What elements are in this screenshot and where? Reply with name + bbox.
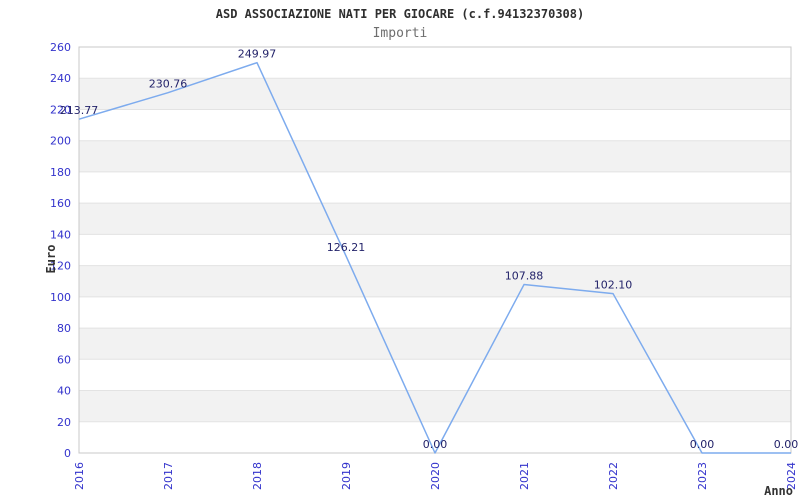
svg-text:0.00: 0.00 [690, 438, 715, 451]
svg-text:2019: 2019 [340, 462, 353, 490]
x-tick-labels: 2016 2017 2018 2019 2020 2021 2022 2023 2024 [73, 462, 798, 490]
chart-subtitle: Importi [372, 26, 428, 41]
y-tick-labels: 0 20 40 60 80 100 120 140 160 180 200 220 240 260 [50, 41, 71, 460]
svg-text:220: 220 [50, 103, 71, 116]
svg-text:249.97: 249.97 [238, 48, 277, 61]
svg-text:100: 100 [50, 291, 71, 304]
svg-text:0.00: 0.00 [774, 438, 799, 451]
svg-text:126.21: 126.21 [327, 241, 366, 254]
svg-text:2024: 2024 [785, 462, 798, 490]
svg-text:260: 260 [50, 41, 71, 54]
svg-text:2021: 2021 [518, 462, 531, 490]
svg-text:160: 160 [50, 197, 71, 210]
gridlines [79, 46, 791, 454]
svg-text:230.76: 230.76 [149, 78, 188, 91]
svg-text:107.88: 107.88 [505, 270, 544, 283]
svg-text:40: 40 [57, 385, 71, 398]
svg-text:0: 0 [64, 447, 71, 460]
svg-text:140: 140 [50, 228, 71, 241]
svg-text:0.00: 0.00 [423, 438, 448, 451]
svg-text:213.77: 213.77 [60, 104, 99, 117]
svg-text:2016: 2016 [73, 462, 86, 490]
chart-title: ASD ASSOCIAZIONE NATI PER GIOCARE (c.f.9… [215, 7, 585, 21]
data-point-labels: 213.77 230.76 249.97 126.21 0.00 107.88 102.10… [60, 48, 799, 451]
svg-text:2020: 2020 [429, 462, 442, 490]
svg-text:200: 200 [50, 135, 71, 148]
svg-text:2022: 2022 [607, 462, 620, 490]
svg-text:60: 60 [57, 353, 71, 366]
svg-text:2017: 2017 [162, 462, 175, 490]
series-line [78, 61, 791, 454]
svg-text:180: 180 [50, 166, 71, 179]
svg-text:120: 120 [50, 260, 71, 273]
x-axis-title: Anno [764, 484, 793, 498]
y-axis-title: Euro [44, 244, 58, 274]
plot-background-bands [79, 78, 791, 422]
svg-text:102.10: 102.10 [594, 279, 633, 292]
svg-text:20: 20 [57, 416, 71, 429]
svg-text:2023: 2023 [696, 462, 709, 490]
svg-text:240: 240 [50, 72, 71, 85]
svg-text:2018: 2018 [251, 462, 264, 490]
svg-text:80: 80 [57, 322, 71, 335]
